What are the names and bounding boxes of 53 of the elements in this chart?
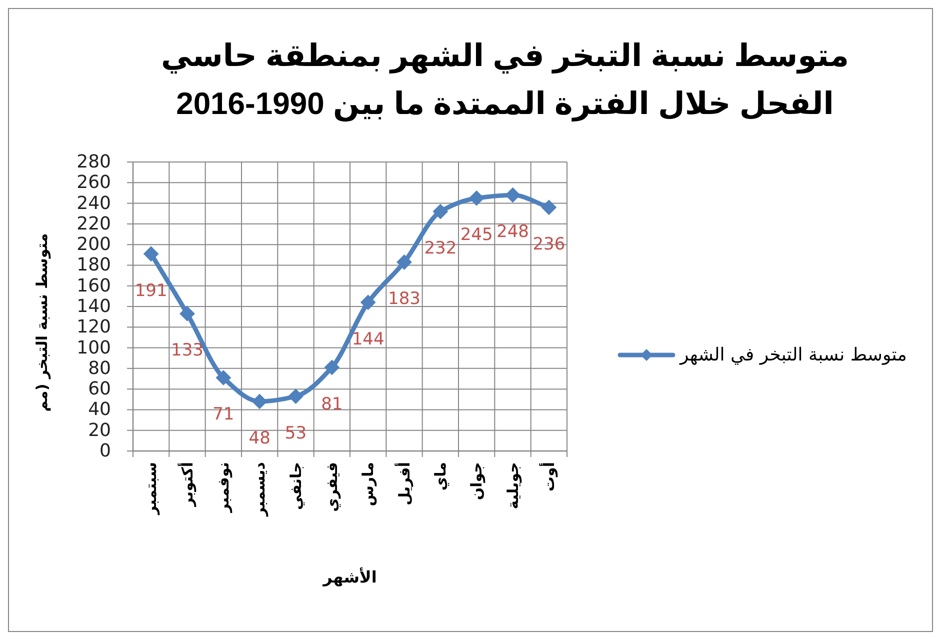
x-tick-label: فيفري <box>322 462 341 512</box>
x-tick-label: جوان <box>468 462 486 500</box>
chart-title: متوسط نسبة التبخر في الشهر بمنطقة حاسي الفحل خلال الفترة الممتدة ما بين 1990-2016 <box>161 38 849 122</box>
y-tick-label: 120 <box>76 316 111 338</box>
x-tick-label: جانفي <box>286 462 305 510</box>
point <box>396 254 412 270</box>
x-tick-label: نوفمبر <box>214 462 232 514</box>
data-label: 191 <box>134 280 168 301</box>
x-tick-label: ديسمبر <box>250 462 269 518</box>
y-axis-title: متوسط نسبة التبخر (مم <box>33 233 51 412</box>
x-tick-label: سبتمبر <box>142 462 160 516</box>
point <box>505 188 520 203</box>
point <box>288 388 304 404</box>
data-label: 71 <box>212 404 234 425</box>
point <box>541 200 556 215</box>
x-tick-label: أكتوبر <box>177 462 196 508</box>
point <box>252 394 268 409</box>
y-tick-label: 240 <box>76 192 111 214</box>
data-label: 81 <box>321 394 343 414</box>
y-tick-label: 280 <box>76 152 111 172</box>
data-label: 183 <box>388 289 420 310</box>
y-tick-label: 60 <box>88 378 111 400</box>
x-tick-label: أفريل <box>394 462 414 506</box>
x-tick-label: أوت <box>538 462 558 492</box>
y-tick-label: 140 <box>76 296 111 317</box>
y-tick-label: 40 <box>88 399 111 420</box>
point <box>432 204 448 220</box>
x-tick-label: ماي <box>431 462 450 491</box>
y-tick-label: 0 <box>100 440 111 462</box>
y-tick-label: 260 <box>76 172 111 194</box>
point <box>324 360 340 375</box>
data-label: 144 <box>352 329 384 350</box>
data-label: 248 <box>496 222 529 242</box>
x-axis-title: الأشهر <box>322 566 377 586</box>
legend: متوسط نسبة التبخر في الشهر <box>618 344 907 366</box>
y-tick-label: 160 <box>76 275 111 296</box>
data-label: 48 <box>248 428 270 448</box>
y-tick-label: 20 <box>88 420 111 441</box>
point <box>144 246 159 262</box>
y-tick-label: 180 <box>76 254 111 276</box>
x-tick-label: جويلية <box>504 462 522 510</box>
data-label: 245 <box>460 225 493 246</box>
point <box>216 370 231 386</box>
point <box>469 190 484 206</box>
y-tick-label: 200 <box>76 234 111 256</box>
y-tick-label: 100 <box>76 337 111 358</box>
legend-label: متوسط نسبة التبخر في الشهر <box>679 344 907 366</box>
y-tick-label: 80 <box>88 358 111 379</box>
y-tick-label: 220 <box>76 213 111 234</box>
point <box>360 294 376 310</box>
point <box>180 306 195 322</box>
x-tick-label: مارس <box>359 462 378 506</box>
data-label: 232 <box>424 238 457 259</box>
